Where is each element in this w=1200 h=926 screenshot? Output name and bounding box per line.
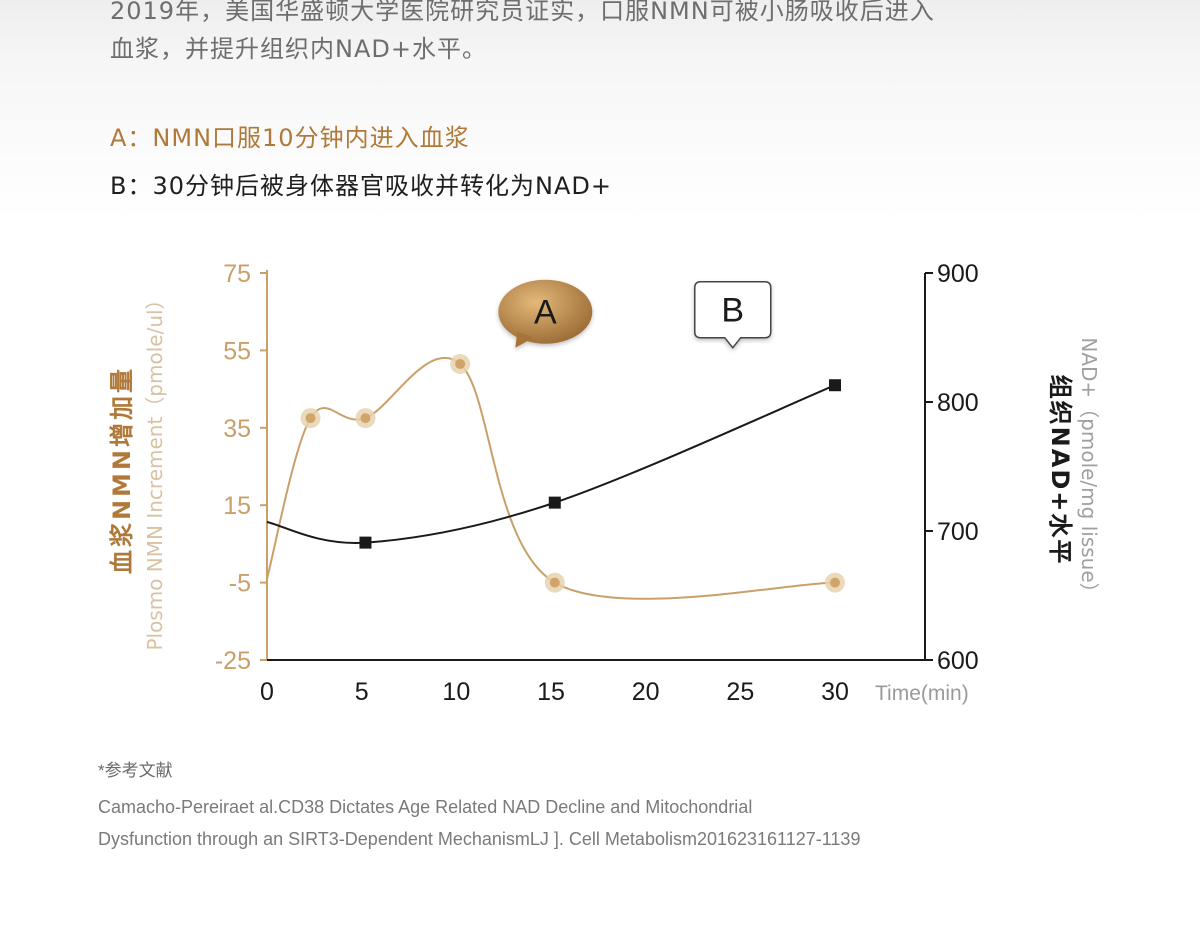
- nmn-nad-chart: 75 55 35 15 -5 -25 900 800 700 600 0 5 10 15 20 25 30 Tim…: [108, 260, 1101, 706]
- x-tick-label: 5: [355, 678, 369, 706]
- left-axis-title-en: Plosmo NMN Increment（pmole/ul）: [143, 289, 167, 650]
- right-tick-label: 700: [937, 518, 979, 546]
- note-a: A：NMN口服10分钟内进入血浆: [110, 124, 470, 152]
- plasma-point: [830, 577, 840, 588]
- tissue-nad-line: [266, 384, 836, 544]
- plasma-point: [549, 577, 560, 588]
- plasma-point: [360, 413, 371, 424]
- axes: 75 55 35 15 -5 -25 900 800 700 600 0 5 10 15 20 25 30 Tim…: [108, 260, 1101, 706]
- left-axis-title-cn: 血浆NMN增加量: [108, 366, 136, 574]
- plasma-point: [455, 358, 466, 369]
- annotation-a-shape: [498, 279, 593, 344]
- x-tick-label: 20: [632, 678, 660, 706]
- plasma-point: [305, 413, 316, 424]
- annotation-b-label: B: [721, 292, 744, 330]
- reference-line-1: Camacho-Pereiraet al.CD38 Dictates Age R…: [98, 797, 753, 817]
- reference-line-2: Dysfunction through an SIRT3-Dependent M…: [98, 829, 861, 849]
- nad-point: [829, 379, 841, 392]
- left-tick-label: 55: [223, 337, 251, 365]
- x-tick-label: 10: [442, 678, 470, 706]
- intro-text: 2019年，美国华盛顿大学医院研究员证实，口服NMN可被小肠吸收后进入 血浆，并…: [110, 0, 1110, 68]
- annotation-b-shape: [694, 280, 772, 349]
- right-axis-title-en: NAD+（pmole/mg lissue）: [1077, 337, 1101, 602]
- left-tick-label: 35: [223, 415, 251, 443]
- series: [266, 353, 845, 600]
- right-tick-label: 800: [937, 389, 979, 417]
- intro-line-2: 血浆，并提升组织内NAD+水平。: [110, 35, 487, 63]
- annotation-a-bubble: [498, 279, 593, 348]
- x-tick-label: 0: [260, 678, 274, 706]
- x-tick-label: 25: [726, 678, 754, 706]
- nad-point: [548, 496, 561, 509]
- plasma-nmn-line: [266, 356, 836, 600]
- x-tick-label: 15: [537, 678, 565, 706]
- left-tick-label: -5: [229, 570, 251, 598]
- right-axis-title-cn: 组织NAD+水平: [1046, 375, 1074, 566]
- x-tick-label: 30: [821, 678, 849, 706]
- annotation-a-label: A: [534, 294, 557, 332]
- right-tick-label: 900: [937, 260, 979, 288]
- annotation-b-bubble: [694, 280, 772, 349]
- nad-point: [359, 536, 372, 549]
- left-tick-label: 75: [223, 260, 251, 288]
- right-tick-label: 600: [937, 647, 979, 675]
- intro-line-1: 2019年，美国华盛顿大学医院研究员证实，口服NMN可被小肠吸收后进入: [110, 0, 935, 25]
- references: *参考文献 Camacho-Pereiraet al.CD38 Dictates…: [98, 756, 1098, 855]
- annotation-a-tail: [515, 331, 534, 348]
- left-tick-label: -25: [215, 647, 251, 675]
- x-axis-label: Time(min): [875, 682, 969, 705]
- left-tick-label: 15: [223, 492, 251, 520]
- note-b: B：30分钟后被身体器官吸收并转化为NAD+: [110, 172, 612, 200]
- references-title: *参考文献: [98, 761, 173, 780]
